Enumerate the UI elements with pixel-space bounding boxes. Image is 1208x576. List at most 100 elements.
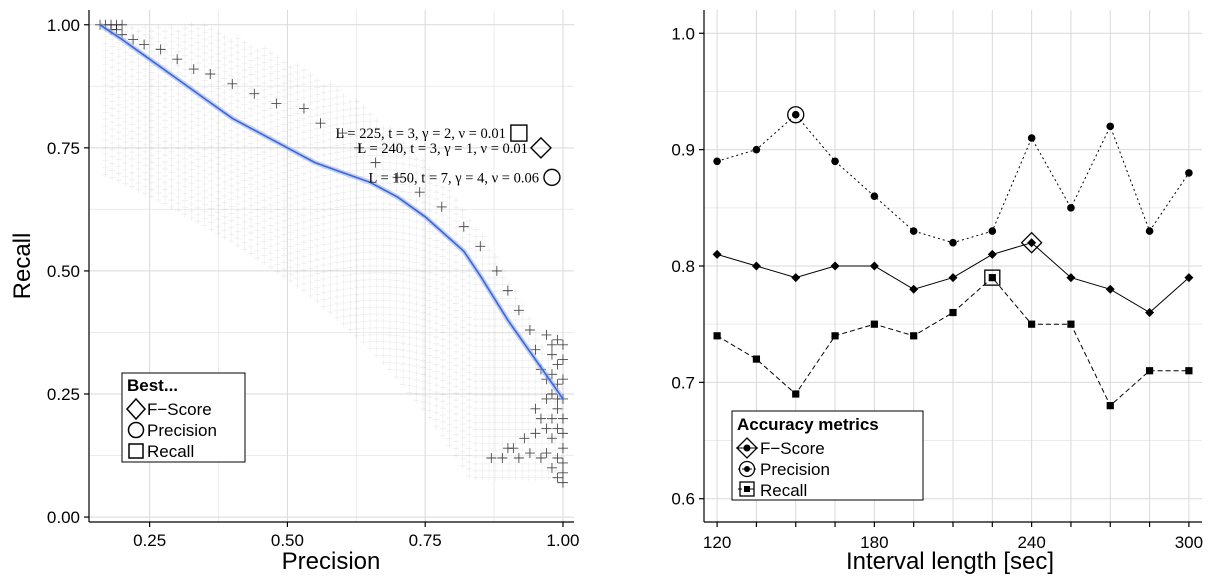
cloud-point [419, 157, 426, 164]
cloud-point [102, 116, 109, 123]
cloud-point [479, 467, 486, 474]
cloud-point [347, 230, 354, 237]
cloud-point [228, 127, 235, 134]
cloud-point [155, 162, 162, 169]
cloud-point [419, 240, 426, 247]
cloud-point [446, 201, 453, 208]
cloud-point [267, 208, 274, 215]
cloud-point [175, 117, 182, 124]
cloud-point [400, 305, 407, 312]
cloud-point [353, 263, 360, 270]
cloud-point [261, 142, 268, 149]
cloud-point [228, 65, 235, 72]
cloud-point [541, 423, 552, 434]
cloud-point [195, 197, 202, 204]
cloud-point [208, 157, 215, 164]
cloud-point [525, 426, 532, 433]
cloud-point [320, 200, 327, 207]
cloud-point [287, 105, 294, 112]
cloud-point [347, 209, 354, 216]
cloud-point [472, 350, 479, 357]
cloud-point [393, 298, 400, 305]
cloud-point [532, 336, 539, 343]
cloud-point [525, 447, 532, 454]
cloud-point [162, 28, 169, 35]
cloud-point [274, 261, 281, 268]
cloud-point [472, 240, 479, 247]
cloud-point [373, 338, 380, 345]
cloud-point [241, 60, 248, 67]
data-point [949, 308, 957, 317]
cloud-point [148, 117, 155, 124]
cloud-point [234, 193, 241, 200]
cloud-point [228, 148, 235, 155]
cloud-point [380, 338, 387, 345]
cloud-point [314, 298, 321, 305]
cloud-point [320, 296, 327, 303]
cloud-point [102, 68, 109, 75]
cloud-point [426, 393, 433, 400]
cloud-point [419, 178, 426, 185]
cloud-point [122, 145, 129, 152]
cloud-point [353, 215, 360, 222]
right-legend-title: Accuracy metrics [737, 415, 879, 434]
cloud-point [241, 142, 248, 149]
cloud-point [135, 138, 142, 145]
cloud-point [353, 298, 360, 305]
cloud-point [512, 378, 519, 385]
cloud-point [195, 73, 202, 80]
cloud-point [334, 121, 341, 128]
cloud-point [459, 414, 466, 421]
cloud-point [539, 454, 546, 461]
cloud-point [162, 186, 169, 193]
cloud-point [439, 301, 446, 308]
cloud-point [347, 250, 354, 257]
cloud-point [466, 341, 473, 348]
cloud-point [175, 62, 182, 69]
cloud-point [102, 40, 109, 47]
cloud-point [360, 194, 367, 201]
cloud-point [261, 238, 268, 245]
cloud-point [486, 364, 493, 371]
cloud-point [175, 145, 182, 152]
cloud-point [188, 64, 199, 75]
cloud-point [287, 140, 294, 147]
cloud-point [261, 224, 268, 231]
cloud-point [234, 76, 241, 83]
cloud-point [135, 152, 142, 159]
cloud-point [128, 135, 135, 142]
cloud-point [128, 183, 135, 190]
cloud-point [188, 42, 195, 49]
cloud-point [505, 357, 512, 364]
data-point [752, 355, 761, 363]
cloud-point [479, 302, 486, 309]
left-tick-labels: 0.25 0.50 0.75 1.000.000.250.500.751.00 [47, 16, 580, 550]
cloud-point [274, 89, 281, 96]
cloud-point [208, 33, 215, 40]
cloud-point [261, 231, 268, 238]
cloud-point [201, 201, 208, 208]
cloud-point [294, 62, 301, 69]
cloud-point [254, 179, 261, 186]
cloud-point [267, 263, 274, 270]
cloud-point [459, 228, 466, 235]
cloud-point [426, 324, 433, 331]
cloud-point [337, 128, 348, 139]
cloud-point [386, 318, 393, 325]
cloud-point [370, 157, 381, 168]
cloud-point [188, 35, 195, 42]
cloud-point [505, 440, 512, 447]
cloud-point [241, 239, 248, 246]
cloud-point [148, 76, 155, 83]
cloud-point [208, 219, 215, 226]
cloud-point [433, 278, 440, 285]
cloud-point [519, 391, 526, 398]
cloud-point [181, 149, 188, 156]
cloud-point [340, 251, 347, 258]
cloud-point [307, 292, 314, 299]
square-icon [128, 443, 144, 459]
cloud-point [499, 419, 506, 426]
cloud-point [181, 73, 188, 80]
cloud-point [340, 286, 347, 293]
cloud-point [142, 169, 149, 176]
